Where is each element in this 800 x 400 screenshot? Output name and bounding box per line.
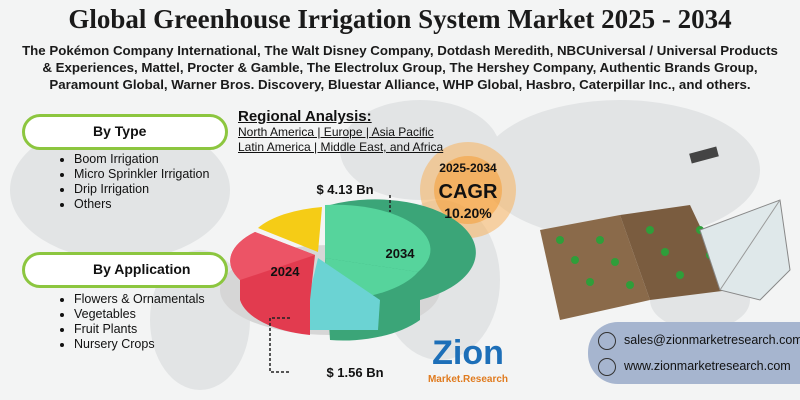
- segment-title: By Application: [93, 261, 191, 277]
- logo-name: Zion: [432, 334, 504, 372]
- segment-item: Micro Sprinkler Irrigation: [74, 167, 224, 182]
- segment-item: Nursery Crops: [74, 337, 214, 352]
- title: Global Greenhouse Irrigation System Mark…: [68, 4, 732, 34]
- logo-sub: Market.Research: [428, 374, 508, 385]
- website: www.zionmarketresearch.com: [624, 359, 791, 373]
- cagr-label: CAGR: [439, 181, 498, 203]
- segment-item: Flowers & Ornamentals: [74, 292, 214, 307]
- contact-box: sales@zionmarketresearch.com www.zionmar…: [588, 322, 800, 384]
- segment-item: Boom Irrigation: [74, 152, 224, 167]
- segment-item: Drip Irrigation: [74, 182, 224, 197]
- cagr-period: 2025-2034: [439, 161, 497, 175]
- cagr-value: 10.20%: [444, 205, 492, 221]
- email: sales@zionmarketresearch.com: [624, 333, 800, 347]
- email-icon: [598, 332, 616, 350]
- value-start: $ 1.56 Bn: [326, 365, 383, 380]
- segment-title: By Type: [93, 123, 147, 139]
- value-end: $ 4.13 Bn: [316, 182, 373, 197]
- segment-item: Vegetables: [74, 307, 214, 322]
- year-end: 2034: [386, 246, 416, 261]
- regional-title: Regional Analysis:: [238, 108, 372, 125]
- segment-pill: By Type: [22, 114, 228, 150]
- companies: The Pokémon Company International, The W…: [22, 43, 778, 92]
- segment-list: Flowers & Ornamentals Vegetables Fruit P…: [56, 292, 214, 352]
- segment-item: Fruit Plants: [74, 322, 214, 337]
- region-line: North America | Europe | Asia Pacific: [238, 125, 434, 139]
- segment-list: Boom Irrigation Micro Sprinkler Irrigati…: [56, 152, 224, 212]
- segment-pill: By Application: [22, 252, 228, 288]
- region-line: Latin America | Middle East, and Africa: [238, 140, 444, 154]
- segment-item: Others: [74, 197, 224, 212]
- web-icon: [598, 358, 616, 376]
- year-start: 2024: [271, 264, 301, 279]
